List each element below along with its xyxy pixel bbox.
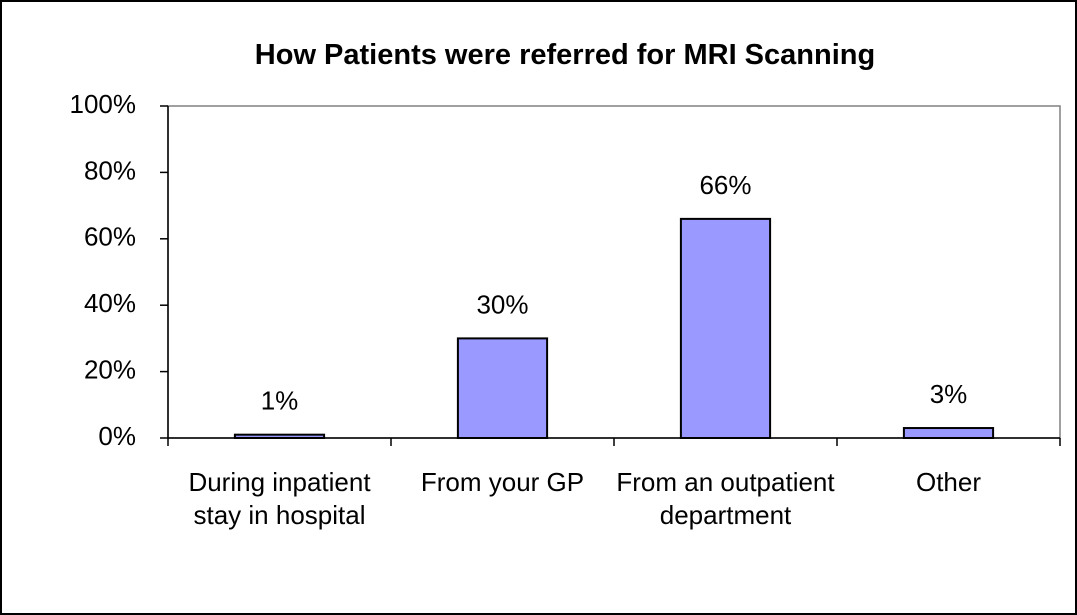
x-tick-label-box: From an outpatient department xyxy=(616,467,835,530)
x-tick-label-box: From your GP xyxy=(420,467,585,497)
data-label: 66% xyxy=(699,170,751,200)
y-tick-label: 80% xyxy=(84,155,136,185)
y-tick-label: 100% xyxy=(70,89,137,119)
x-tick-label: From your GP xyxy=(420,467,585,497)
bar xyxy=(902,427,995,440)
x-tick-label: During inpatient stay in hospital xyxy=(188,467,371,530)
x-tick-label: From an outpatient department xyxy=(616,467,835,530)
data-label: 30% xyxy=(476,289,528,319)
x-tick-label-box: During inpatient stay in hospital xyxy=(188,467,371,530)
bar xyxy=(456,337,549,439)
plot-area xyxy=(167,105,1061,439)
y-tick-label: 60% xyxy=(84,222,136,252)
x-tick-label-box: Other xyxy=(915,467,982,497)
y-tick-label: 0% xyxy=(98,421,136,451)
x-tick-label: Other xyxy=(915,467,982,497)
chart-title: How Patients were referred for MRI Scann… xyxy=(254,39,876,71)
bar xyxy=(233,433,326,439)
y-tick-label: 40% xyxy=(84,288,136,318)
data-label: 3% xyxy=(930,379,968,409)
y-tick-label: 20% xyxy=(84,354,136,384)
data-label: 1% xyxy=(261,386,299,416)
bar xyxy=(679,217,772,439)
